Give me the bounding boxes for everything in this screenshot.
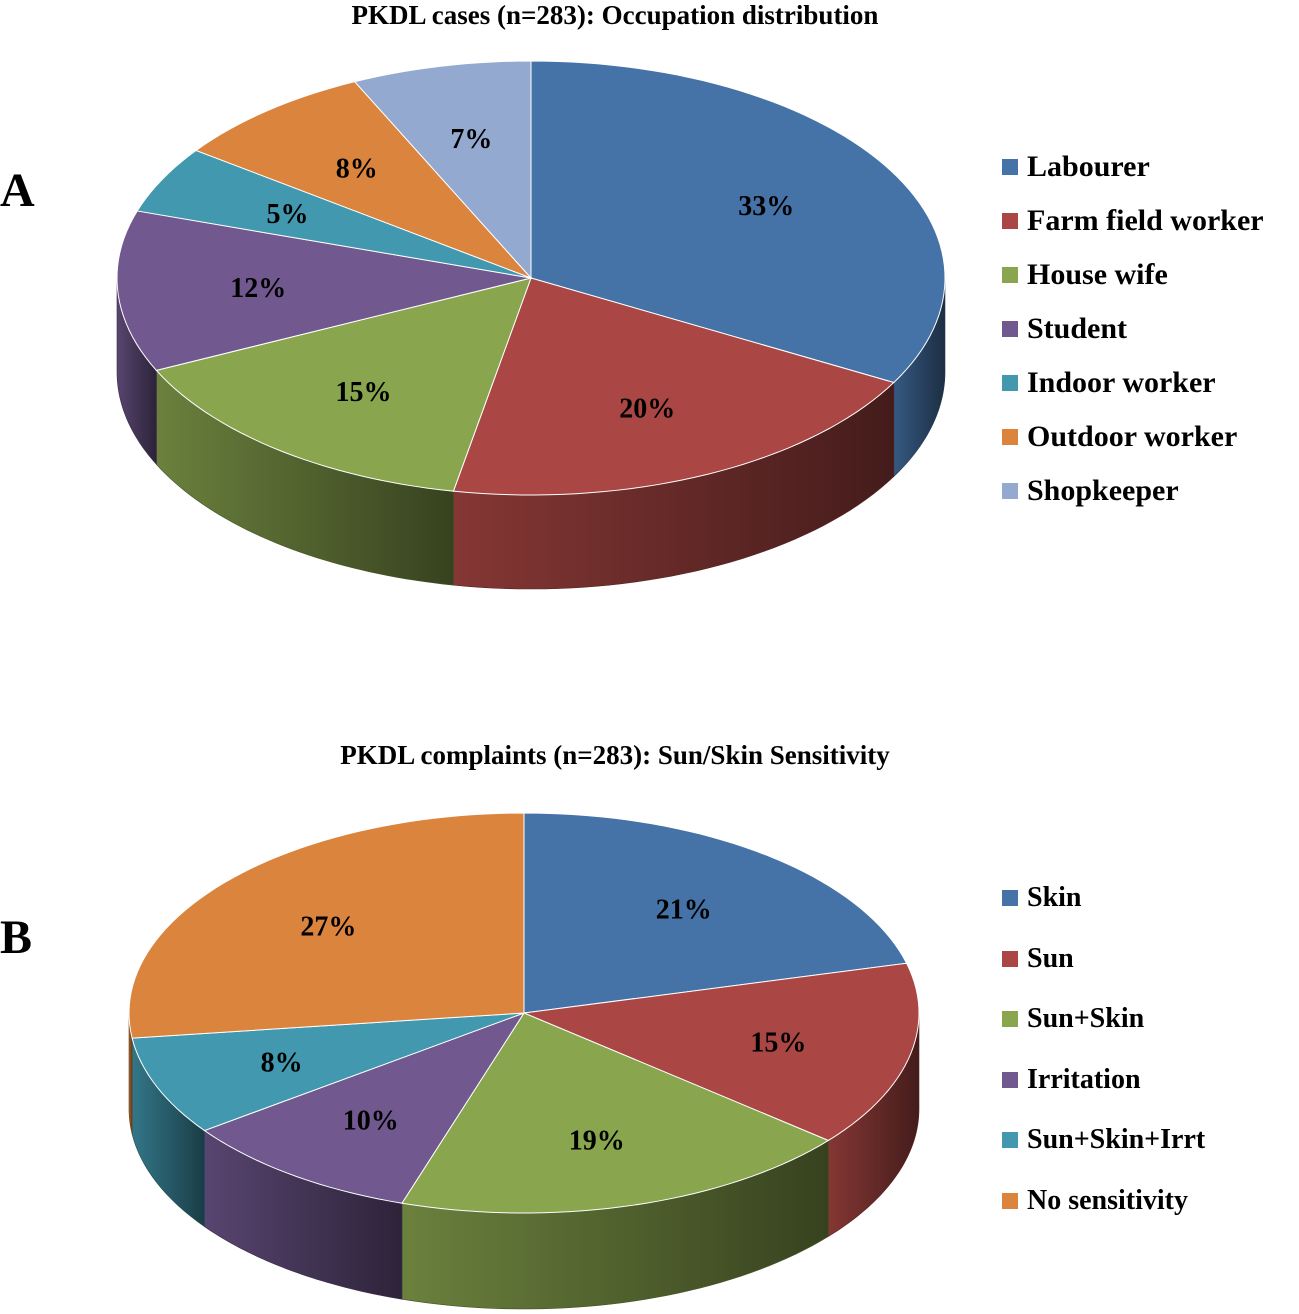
data-label-irritation: 10% bbox=[343, 1106, 399, 1137]
legend-item-outdoor-worker: Outdoor worker bbox=[1002, 410, 1264, 464]
data-label-shopkeeper: 7% bbox=[450, 124, 492, 155]
legend-item-farm-field-worker: Farm field worker bbox=[1002, 194, 1264, 248]
data-label-sun-skin: 19% bbox=[569, 1126, 625, 1157]
sensitivity-chart-panel: PKDL complaints (n=283): Sun/Skin Sensit… bbox=[0, 730, 1299, 1314]
occupation-pie-chart: 33% 20% 15% 12% 5% 8% 7% bbox=[116, 60, 946, 590]
legend-label: Indoor worker bbox=[1027, 366, 1216, 399]
legend-swatch bbox=[1002, 321, 1018, 337]
legend-label: Irritation bbox=[1027, 1063, 1141, 1095]
data-label-no-sensitivity: 27% bbox=[300, 912, 356, 943]
legend-label: Farm field worker bbox=[1027, 204, 1264, 237]
legend-swatch bbox=[1002, 1192, 1018, 1209]
sensitivity-legend: Skin Sun Sun+Skin Irritation Sun+Skin+Irrt No… bbox=[1002, 868, 1205, 1231]
pie-slice-sun-skin-irrt bbox=[131, 1012, 525, 1132]
data-label-sun: 15% bbox=[750, 1028, 806, 1059]
legend-label: Sun+Skin+Irrt bbox=[1027, 1124, 1206, 1156]
legend-swatch bbox=[1002, 483, 1018, 499]
legend-label: Student bbox=[1027, 312, 1128, 345]
legend-swatch bbox=[1002, 429, 1018, 445]
data-label-labourer: 33% bbox=[738, 191, 794, 222]
data-label-indoor-worker: 5% bbox=[267, 199, 309, 230]
data-label-outdoor-worker: 8% bbox=[336, 153, 378, 184]
legend-label: Shopkeeper bbox=[1027, 474, 1179, 507]
legend-label: No sensitivity bbox=[1027, 1184, 1188, 1216]
pie-slice-student bbox=[116, 210, 532, 371]
legend-item-sun-skin: Sun+Skin bbox=[1002, 989, 1205, 1050]
chart-title: PKDL cases (n=283): Occupation distribut… bbox=[351, 0, 879, 30]
legend-label: Skin bbox=[1027, 882, 1082, 914]
legend-item-labourer: Labourer bbox=[1002, 140, 1264, 194]
legend-label: House wife bbox=[1027, 258, 1168, 291]
occupation-legend: Labourer Farm field worker House wife Stude… bbox=[1002, 140, 1264, 518]
chart-title: PKDL complaints (n=283): Sun/Skin Sensit… bbox=[340, 740, 890, 770]
legend-label: Outdoor worker bbox=[1027, 420, 1238, 453]
pie-slice-no-sensitivity bbox=[128, 812, 525, 1039]
legend-swatch bbox=[1002, 1132, 1018, 1149]
panel-label: B bbox=[0, 911, 33, 964]
legend-label: Sun bbox=[1027, 942, 1074, 974]
pie-slice-farm-field-worker bbox=[452, 277, 895, 496]
pie-slice-labourer bbox=[530, 60, 946, 384]
legend-swatch bbox=[1002, 1071, 1018, 1088]
legend-item-house-wife: House wife bbox=[1002, 248, 1264, 302]
legend-swatch bbox=[1002, 375, 1018, 391]
legend-swatch bbox=[1002, 213, 1018, 229]
legend-item-sun-skin-irrt: Sun+Skin+Irrt bbox=[1002, 1110, 1205, 1171]
legend-item-student: Student bbox=[1002, 302, 1264, 356]
legend-swatch bbox=[1002, 159, 1018, 175]
legend-swatch bbox=[1002, 890, 1018, 907]
pie-slice-outdoor-worker bbox=[195, 81, 532, 279]
legend-swatch bbox=[1002, 950, 1018, 967]
legend-item-indoor-worker: Indoor worker bbox=[1002, 356, 1264, 410]
legend-item-skin: Skin bbox=[1002, 868, 1205, 929]
data-label-skin: 21% bbox=[656, 895, 712, 926]
data-label-sun-skin-irrt: 8% bbox=[261, 1047, 303, 1078]
pie-slice-irritation bbox=[203, 1012, 526, 1204]
legend-label: Labourer bbox=[1027, 150, 1150, 183]
sensitivity-pie-chart: 21% 15% 19% 10% 8% 27% bbox=[128, 812, 920, 1310]
legend-swatch bbox=[1002, 1011, 1018, 1028]
legend-swatch bbox=[1002, 267, 1018, 283]
legend-label: Sun+Skin bbox=[1027, 1003, 1145, 1035]
panel-label: A bbox=[0, 164, 35, 217]
pie-slice-sun-skin bbox=[401, 1012, 830, 1214]
legend-item-no-sensitivity: No sensitivity bbox=[1002, 1171, 1205, 1232]
pie-slice-indoor-worker bbox=[136, 149, 532, 279]
legend-item-sun: Sun bbox=[1002, 929, 1205, 990]
legend-item-irritation: Irritation bbox=[1002, 1050, 1205, 1111]
data-label-house-wife: 15% bbox=[336, 377, 392, 408]
pie-slice-shopkeeper bbox=[353, 60, 532, 280]
occupation-chart-panel: PKDL cases (n=283): Occupation distribut… bbox=[0, 0, 1299, 640]
pie-slice-house-wife bbox=[155, 277, 532, 492]
data-label-student: 12% bbox=[230, 273, 286, 304]
pie-slice-sun bbox=[522, 962, 920, 1142]
legend-item-shopkeeper: Shopkeeper bbox=[1002, 464, 1264, 518]
data-label-farm-field-worker: 20% bbox=[619, 393, 675, 424]
pie-slice-skin bbox=[523, 812, 908, 1014]
